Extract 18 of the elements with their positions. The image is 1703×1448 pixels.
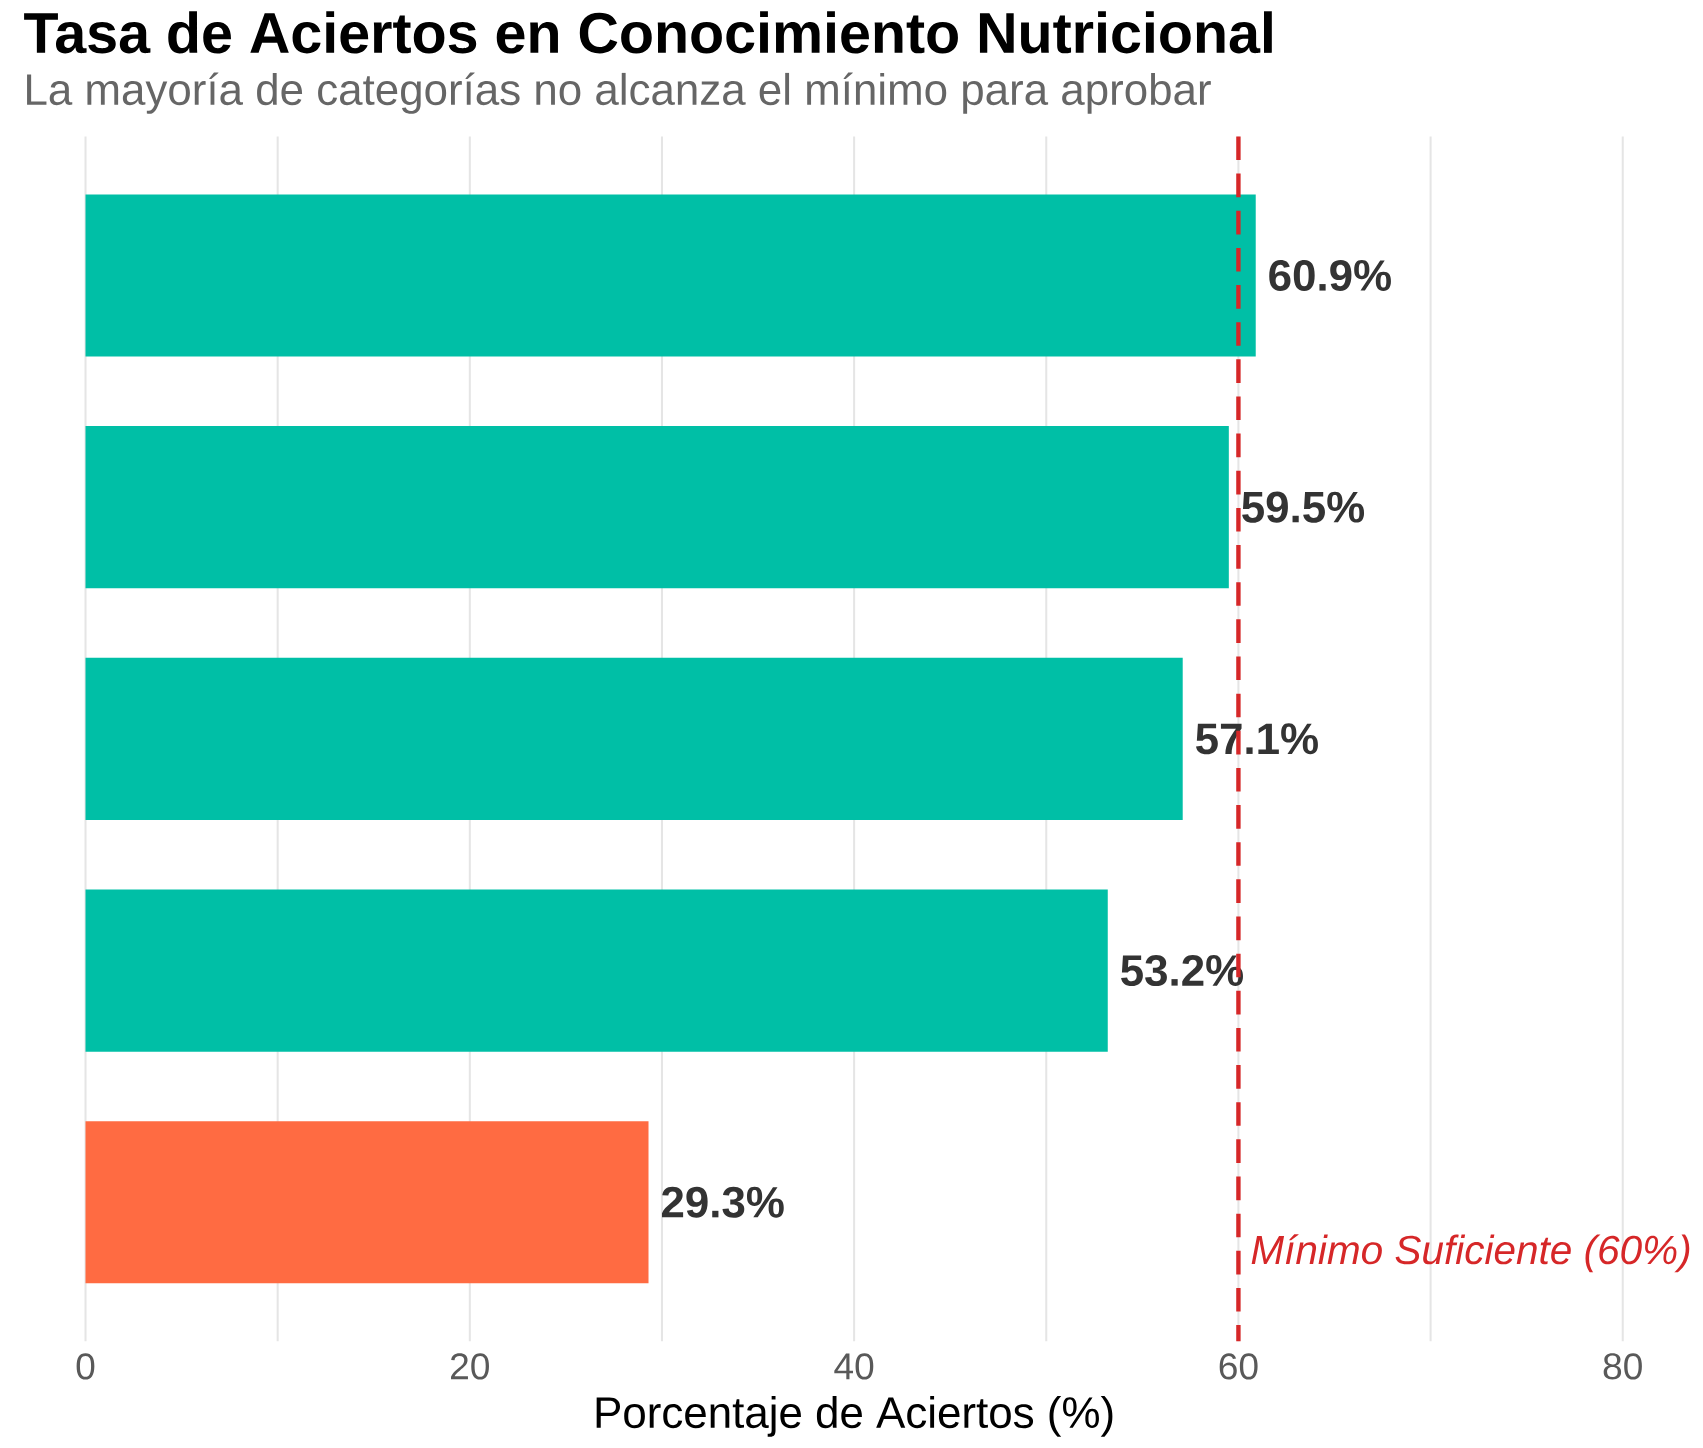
- data-label: 59.5%: [1242, 491, 1365, 523]
- bar: [85, 426, 1229, 589]
- chart-title: Tasa de Aciertos en Conocimiento Nutricional: [24, 11, 1272, 54]
- x-tick-label: 60: [1219, 1353, 1258, 1380]
- x-tick-label: 40: [834, 1353, 874, 1380]
- chart-subtitle: La mayoría de categorías no alcanza el mínimo para aprobar: [27, 72, 1211, 114]
- data-label: 53.2%: [1121, 954, 1243, 987]
- bar: [85, 657, 1183, 820]
- bar: [85, 889, 1108, 1052]
- bar: [85, 194, 1256, 357]
- x-axis-title: Porcentaje de Aciertos (%): [596, 1395, 1113, 1437]
- x-tick-label: 0: [76, 1353, 95, 1380]
- bar: [85, 1121, 649, 1284]
- data-label: 60.9%: [1269, 259, 1391, 291]
- ref-line-label: Mínimo Suficiente (60%): [1251, 1234, 1690, 1273]
- x-tick-label: 80: [1603, 1353, 1642, 1380]
- x-tick-label: 20: [451, 1353, 489, 1380]
- data-label: 29.3%: [661, 1186, 784, 1218]
